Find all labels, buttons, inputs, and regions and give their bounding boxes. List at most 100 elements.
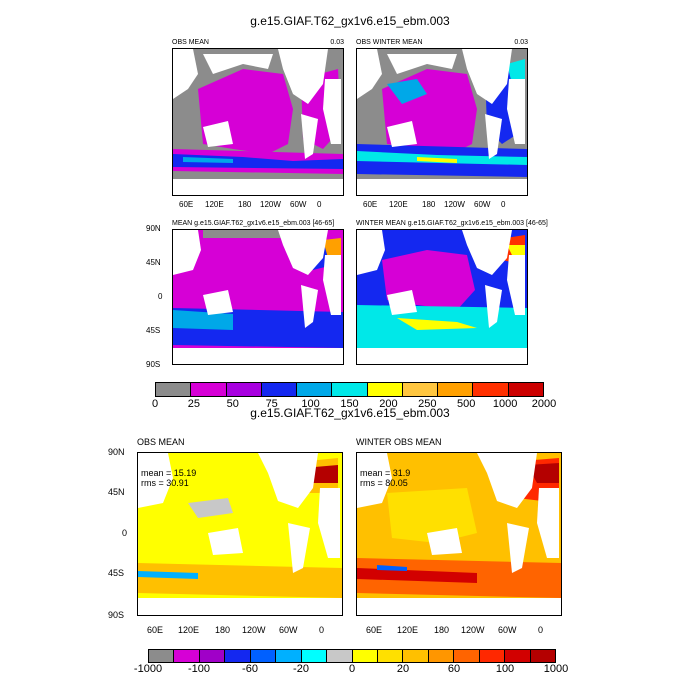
colorbar-label: -60 — [242, 663, 258, 675]
continent-africa — [537, 488, 559, 558]
colorbar-swatch — [352, 650, 378, 662]
colorbar-label: -1000 — [133, 663, 163, 675]
continent-australia — [387, 121, 417, 147]
colorbar-swatch — [377, 650, 404, 662]
continent-north-america — [477, 453, 537, 508]
lon-tick: 60W — [279, 625, 298, 635]
panel-title: WINTER MEAN g.e15.GIAF.T62_gx1v6.e15_ebm… — [356, 220, 548, 227]
colorbar-label: 100 — [495, 663, 515, 675]
continent-north-america — [278, 230, 328, 275]
lat-tick: 90S — [108, 610, 125, 620]
continent-south-america — [485, 285, 502, 328]
lon-tick: 120E — [397, 625, 419, 635]
continent-antarctica — [173, 348, 343, 364]
lon-tick: 0 — [319, 625, 325, 635]
panel-title: MEAN g.e15.GIAF.T62_gx1v6.e15_ebm.003 [4… — [172, 220, 335, 227]
lat-tick: 90N — [146, 224, 161, 233]
colorbar-label: 1000 — [492, 398, 518, 410]
continent-australia — [387, 290, 417, 315]
colorbar-label: 60 — [447, 663, 461, 675]
plot-model-winter-mean: WINTER MEAN g.e15.GIAF.T62_gx1v6.e15_ebm… — [356, 220, 548, 365]
lon-tick: 60E — [179, 200, 194, 209]
colorbar-swatch — [191, 383, 227, 396]
continent-australia — [208, 528, 243, 555]
continent-australia — [427, 528, 462, 555]
southern-ocean-orange-band — [138, 563, 342, 598]
lat-tick: 0 — [158, 292, 163, 301]
bottom-colorbar — [148, 649, 556, 663]
lat-tick: 0 — [122, 528, 128, 538]
lon-tick: 120E — [178, 625, 200, 635]
colorbar-swatch — [367, 383, 403, 396]
lat-tick: 45S — [108, 568, 125, 578]
panel-scale: 0.03 — [330, 39, 344, 46]
southern-ocean-yellow-band — [417, 157, 457, 163]
colorbar-swatch — [301, 650, 328, 662]
panel-scale: 0.03 — [514, 39, 528, 46]
lon-tick: 120W — [260, 200, 281, 209]
colorbar-swatch — [438, 383, 474, 396]
map-model-mean — [173, 230, 343, 364]
colorbar-swatch — [473, 383, 509, 396]
ocean-gray-patch — [188, 498, 233, 518]
continent-antarctica — [357, 179, 527, 195]
rms-stat: rms = 80.05 — [360, 478, 408, 488]
continent-south-america — [507, 523, 529, 573]
continent-north-america — [258, 453, 318, 508]
continent-asia — [173, 230, 201, 275]
continent-south-america — [288, 523, 310, 573]
colorbar-label: -100 — [187, 663, 211, 675]
colorbar-swatch — [479, 650, 506, 662]
colorbar-swatch — [199, 650, 226, 662]
colorbar-label: 500 — [457, 398, 476, 410]
colorbar-swatch — [297, 383, 333, 396]
continent-asia — [357, 230, 385, 275]
lon-tick: 120W — [444, 200, 465, 209]
colorbar-swatch — [174, 650, 200, 662]
mean-stat: mean = 15.19 — [141, 468, 197, 478]
colorbar-swatch — [225, 650, 251, 662]
southern-ocean-blue-band — [173, 154, 343, 169]
map-model-winter-mean — [357, 230, 527, 364]
southern-ocean-cyan-band — [357, 151, 527, 165]
rms-stat: rms = 30.91 — [141, 478, 189, 488]
continent-africa — [507, 255, 525, 315]
lon-tick: 180 — [238, 200, 252, 209]
lon-tick: 0 — [538, 625, 544, 635]
north-atlantic-darkred — [527, 463, 559, 483]
lon-tick: 180 — [422, 200, 436, 209]
continent-antarctica — [173, 179, 343, 195]
plot-obs-mean-top: OBS MEAN 0.03 60E 120E 180 120W 60W 0 — [172, 39, 344, 209]
continent-asia — [357, 49, 382, 99]
colorbar-label: 25 — [187, 398, 201, 410]
lon-tick: 120E — [389, 200, 408, 209]
lon-tick: 120W — [461, 625, 485, 635]
continent-north — [203, 54, 273, 74]
lon-tick: 60E — [366, 625, 383, 635]
continent-africa — [318, 488, 340, 558]
southern-ocean-cyan-band — [138, 571, 198, 579]
continent-north-america — [462, 230, 512, 275]
colorbar-label: 150 — [340, 398, 359, 410]
southern-ocean-blue-patch — [377, 565, 407, 571]
lon-tick: 60W — [474, 200, 491, 209]
panel-title: OBS MEAN — [137, 437, 185, 447]
colorbar-swatch — [428, 650, 455, 662]
colorbar-label: 0 — [348, 663, 356, 675]
colorbar-label: 1000 — [543, 663, 569, 675]
colorbar-label: 200 — [379, 398, 398, 410]
continent-antarctica — [357, 348, 527, 364]
colorbar-swatch — [508, 383, 543, 396]
mean-stat: mean = 31.9 — [360, 468, 411, 478]
ocean-cyan-patch — [507, 59, 525, 84]
plot-obs-winter-top: OBS WINTER MEAN 0.03 60E 120E 180 120W 6… — [356, 39, 528, 209]
colorbar-swatch — [250, 650, 277, 662]
continent-antarctica — [357, 598, 561, 615]
lon-tick: 60E — [363, 200, 378, 209]
plot-obs-mean-bottom: OBS MEAN mean = 15.19 rms = 30.91 90N 45… — [108, 437, 343, 635]
map-winter-obs-mean-bottom — [357, 453, 561, 615]
lon-tick: 0 — [317, 200, 322, 209]
lon-tick: 0 — [501, 200, 506, 209]
lon-tick: 180 — [215, 625, 231, 635]
continent-asia — [138, 453, 173, 508]
